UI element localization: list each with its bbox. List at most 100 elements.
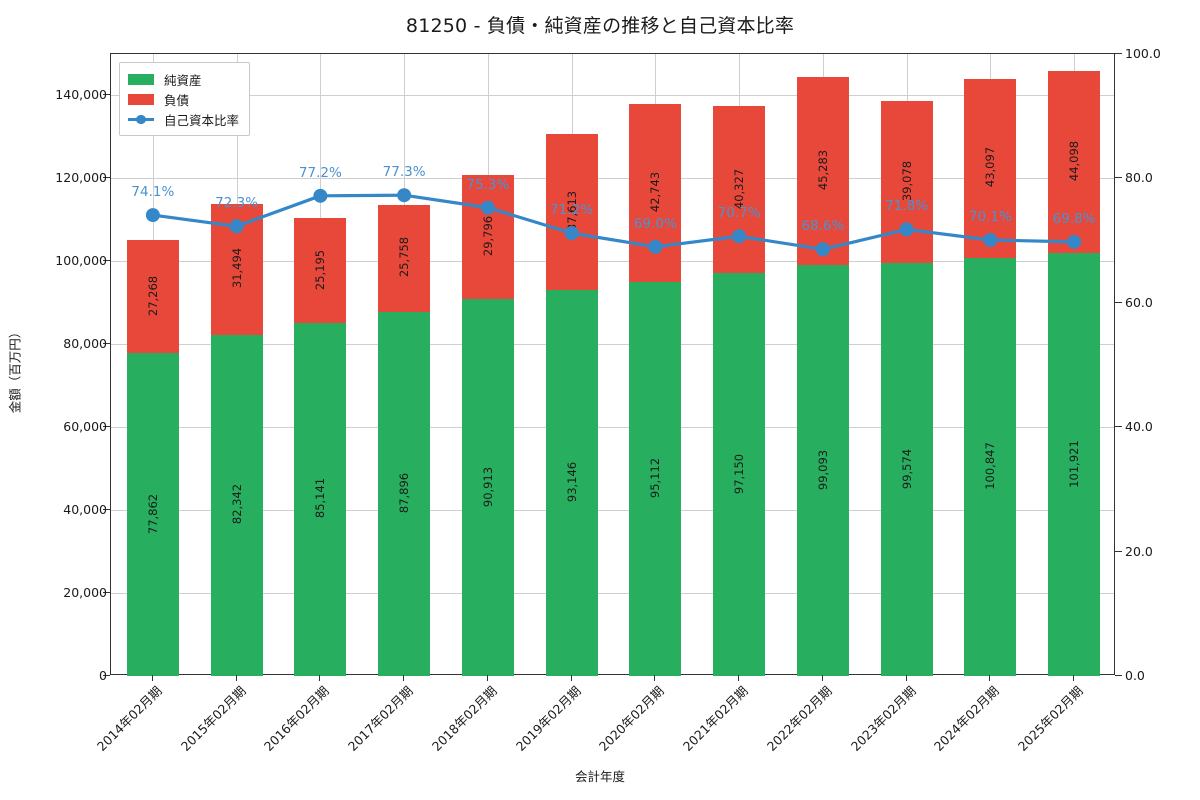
bar-liabilities[interactable] [796,77,849,266]
x-axis-tick-label: 2015年02月期 [177,683,249,754]
gridline [111,261,1114,263]
ratio-marker[interactable] [564,226,579,241]
y-axis-right-tick-mark [1115,177,1122,179]
y-axis-left-tick-mark [103,426,110,428]
bar-liabilities[interactable] [1048,70,1101,254]
x-axis-tick-label: 2016年02月期 [261,683,333,754]
y-axis-left-tick-label: 140,000 [55,87,107,103]
gridline [111,510,1114,512]
gridline [111,344,1114,346]
y-axis-right-tick-label: 60.0 [1125,294,1153,310]
y-axis-right-tick-mark [1115,53,1122,54]
y-axis-left-tick-mark [103,260,110,262]
y-axis-left-tick-label: 100,000 [55,253,107,269]
bar-liabilities[interactable] [294,218,347,323]
legend-swatch-equity-icon [128,73,154,85]
chart-legend: 純資産 負債 自己資本比率 [119,62,251,136]
ratio-marker[interactable] [313,188,328,203]
x-axis-tick-mark [654,675,655,681]
ratio-value-label: 71.2% [550,202,594,219]
bar-equity[interactable] [545,289,598,676]
bar-liabilities[interactable] [461,175,514,299]
bar-equity[interactable] [964,257,1017,676]
bar-equity[interactable] [294,322,347,676]
x-axis-tick-mark [738,675,739,681]
y-axis-right-tick-mark [1115,675,1122,676]
x-axis-tick-label: 2018年02月期 [428,683,500,754]
y-axis-left-tick-mark [103,592,110,594]
bar-equity[interactable] [378,311,431,676]
y-axis-left-tick-mark [103,675,110,676]
legend-label-liabilities: 負債 [164,92,190,108]
y-axis-left-tick-mark [103,343,110,345]
legend-label-equity-ratio: 自己資本比率 [164,112,240,128]
ratio-line-layer [145,188,1082,257]
ratio-value-label: 77.3% [382,164,426,181]
x-axis-tick-label: 2014年02月期 [93,683,165,754]
y-axis-right-tick-mark [1115,301,1122,303]
ratio-value-label: 75.3% [466,176,510,193]
y-axis-left-tick-label: 120,000 [55,170,107,186]
bar-liabilities[interactable] [545,133,598,290]
y-axis-right-tick-mark [1115,550,1122,552]
x-axis-tick-label: 2022年02月期 [763,683,835,754]
bar-liabilities[interactable] [126,240,179,354]
y-axis-right-tick-mark [1115,426,1122,428]
ratio-marker[interactable] [229,219,244,234]
x-axis-tick-mark [1073,675,1074,681]
ratio-value-label: 69.0% [633,215,677,232]
x-axis-tick-label: 2025年02月期 [1014,683,1086,754]
ratio-marker[interactable] [145,208,160,223]
ratio-marker[interactable] [1067,234,1082,249]
y-axis-left-tick-mark [103,94,110,96]
y-axis-left-tick-label: 20,000 [63,585,107,601]
y-axis-right-tick-label: 20.0 [1125,543,1153,559]
y-axis-left-tick-mark [103,177,110,179]
bar-equity[interactable] [461,299,514,676]
x-axis-tick-label: 2023年02月期 [847,683,919,754]
x-axis-tick-mark [989,675,990,681]
y-axis-right-tick-label: 100.0 [1125,46,1161,61]
bar-liabilities[interactable] [378,204,431,312]
ratio-marker[interactable] [480,200,495,215]
y-axis-right-tick-label: 0.0 [1125,668,1145,683]
y-axis-left-tick-label: 0 [99,668,107,683]
y-axis-left-tick-label: 80,000 [63,336,107,352]
y-axis-left-title: 金額（百万円） [7,325,23,414]
chart-title: 81250 - 負債・純資産の推移と自己資本比率 [405,15,795,37]
ratio-value-label: 74.1% [131,184,175,201]
bar-equity[interactable] [796,265,849,676]
legend-item-equity: 純資産 [128,69,239,89]
ratio-value-label: 70.1% [968,208,1012,225]
ratio-marker[interactable] [648,239,663,254]
y-axis-left-tick-mark [103,509,110,511]
ratio-value-label: 68.6% [801,218,845,235]
bar-equity[interactable] [126,353,179,676]
plot-area: 77,862 27,268 82,342 31,494 85,141 25,195 87,8… [110,53,1115,676]
x-axis-tick-mark [906,675,907,681]
x-axis-title: 会計年度 [574,769,625,784]
bar-equity[interactable] [713,273,766,676]
ratio-value-label: 70.7% [717,205,761,222]
ratio-marker[interactable] [983,232,998,247]
x-axis-tick-label: 2024年02月期 [931,683,1003,754]
y-axis-left-tick-label: 60,000 [63,419,107,435]
ratio-marker[interactable] [899,222,914,237]
bar-liabilities[interactable] [713,105,766,274]
x-axis-tick-mark [487,675,488,681]
legend-label-equity: 純資産 [164,72,202,88]
x-axis-tick-mark [571,675,572,681]
ratio-marker[interactable] [815,242,830,257]
legend-item-equity-ratio: 自己資本比率 [128,109,239,129]
bar-equity[interactable] [629,281,682,676]
ratio-marker[interactable] [732,229,747,244]
bar-liabilities[interactable] [964,79,1017,258]
bar-equity[interactable] [210,334,263,676]
y-axis-right-tick-label: 40.0 [1125,419,1153,435]
bar-equity[interactable] [880,263,933,676]
legend-line-marker-icon [128,114,154,125]
bar-equity[interactable] [1048,253,1101,676]
ratio-marker[interactable] [397,188,412,203]
x-axis-tick-label: 2020年02月期 [596,683,668,754]
